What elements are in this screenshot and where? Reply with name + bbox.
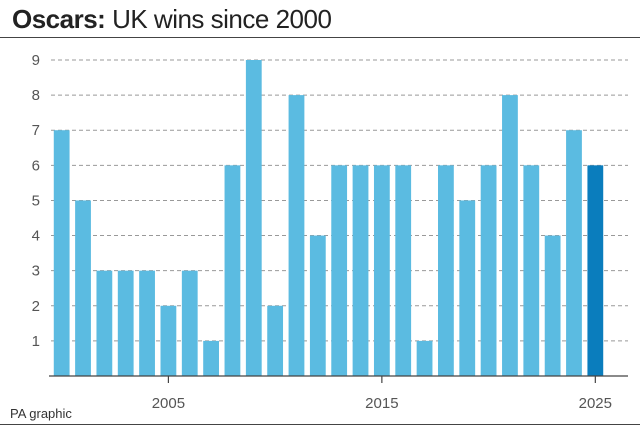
y-tick-label-7: 7: [32, 122, 40, 139]
bar-2022: [523, 165, 540, 376]
bar-2014: [352, 165, 369, 376]
bars: [53, 60, 604, 376]
bar-2005: [160, 305, 177, 376]
bar-2013: [331, 165, 348, 376]
y-axis-ticks: 1 2 3 4 5 6 7 8 9: [32, 52, 40, 350]
bar-2008: [224, 165, 241, 376]
bar-2021: [502, 95, 518, 376]
bar-2019: [459, 200, 476, 376]
bar-2010: [267, 305, 284, 376]
bar-2007: [203, 340, 219, 376]
chart-title: Oscars: UK wins since 2000: [12, 4, 332, 35]
y-tick-label-3: 3: [32, 263, 40, 280]
bar-2000: [53, 130, 70, 376]
chart-title-rest: UK wins since 2000: [112, 4, 332, 34]
bottom-rule: [0, 424, 640, 425]
bar-2002: [96, 270, 113, 376]
bar-2015: [373, 165, 390, 376]
bar-2017: [416, 340, 433, 376]
y-tick-label-8: 8: [32, 87, 40, 104]
top-rule: [0, 37, 640, 38]
y-tick-label-9: 9: [32, 52, 40, 69]
y-tick-label-2: 2: [32, 298, 40, 315]
bar-2016: [395, 165, 412, 376]
bar-2020: [480, 165, 497, 376]
bar-2025: [587, 165, 604, 376]
bar-2004: [139, 270, 155, 376]
bar-2003: [117, 270, 134, 376]
chart-title-bold: Oscars:: [12, 4, 106, 34]
bar-2024: [566, 130, 582, 376]
bar-2009: [245, 60, 262, 376]
y-tick-label-4: 4: [32, 228, 40, 245]
x-tick-label-2015: 2015: [365, 395, 398, 412]
bar-2012: [309, 235, 326, 376]
x-tick-label-2005: 2005: [152, 395, 185, 412]
y-tick-label-1: 1: [32, 333, 40, 350]
y-tick-label-5: 5: [32, 192, 40, 209]
source-credit: PA graphic: [10, 406, 72, 421]
bar-2006: [181, 270, 198, 376]
bar-2023: [544, 235, 561, 376]
y-tick-label-6: 6: [32, 157, 40, 174]
x-tick-label-2025: 2025: [579, 395, 612, 412]
bar-2001: [75, 200, 91, 376]
x-axis: 2005 2015 2025: [49, 375, 628, 412]
bar-2018: [438, 165, 454, 376]
bar-2011: [288, 95, 305, 376]
